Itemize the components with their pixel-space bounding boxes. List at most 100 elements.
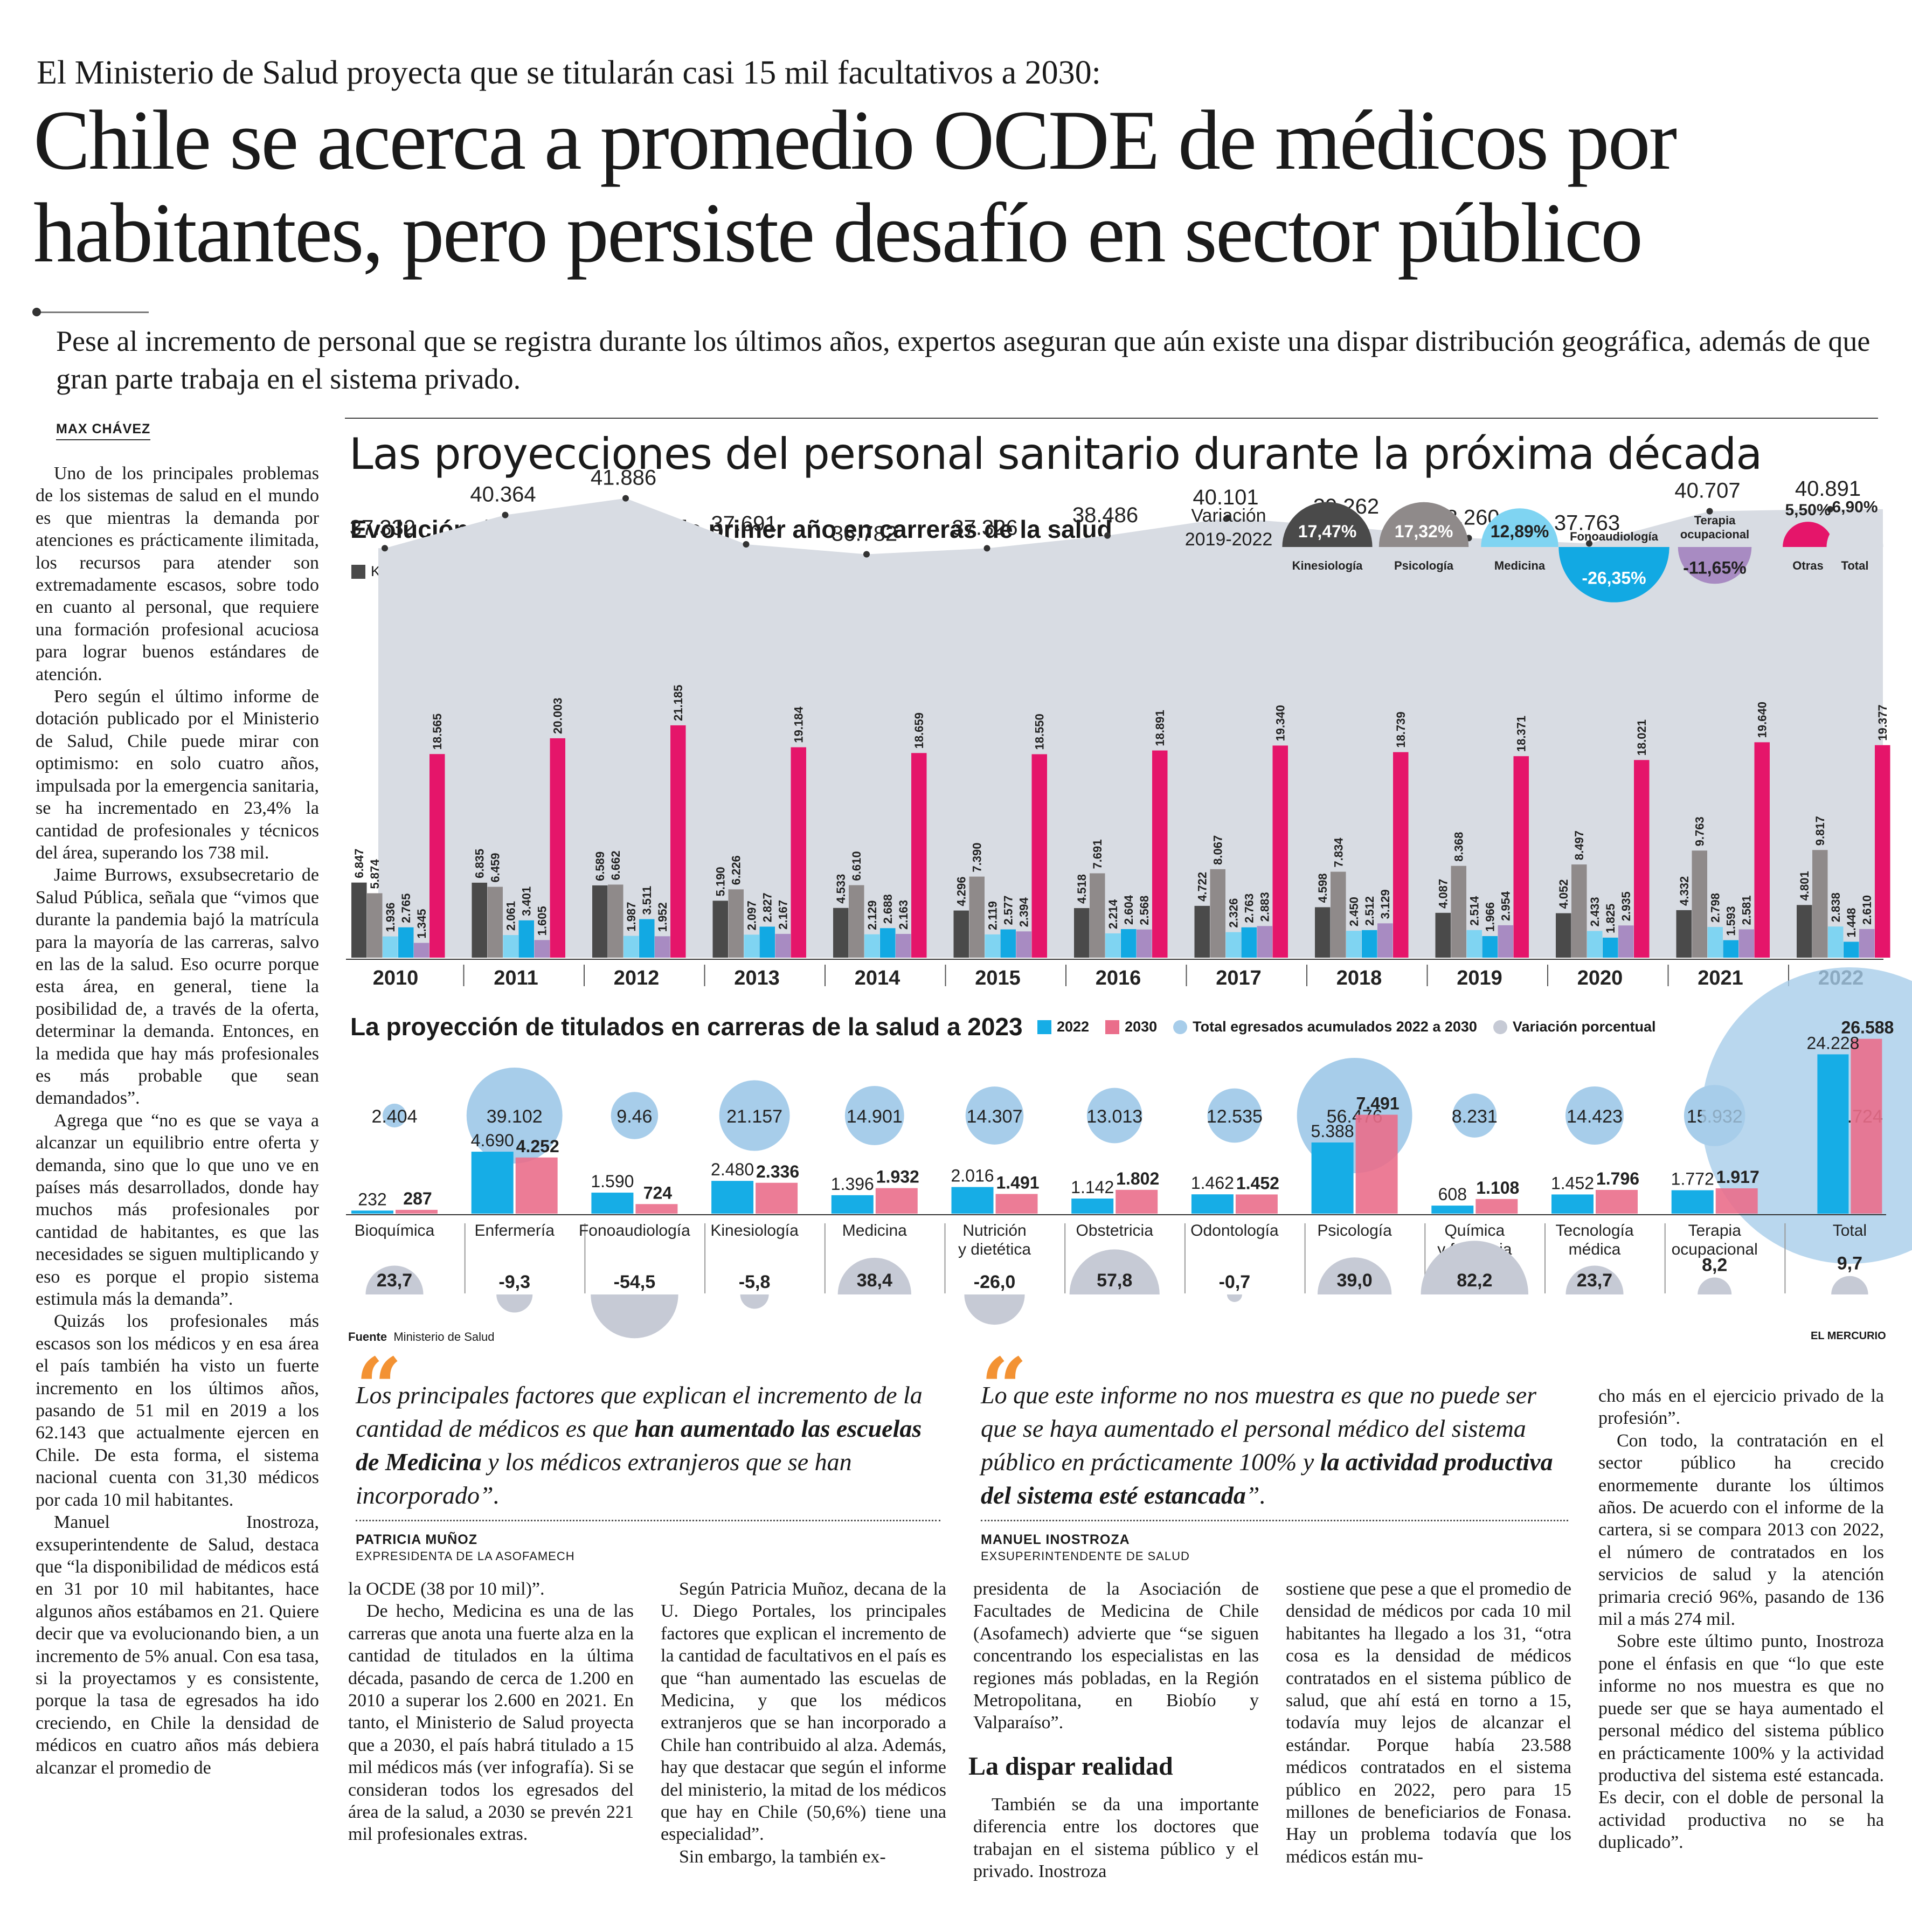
category-label: Enfermería (475, 1222, 555, 1239)
bar (1634, 760, 1650, 958)
bar (639, 919, 655, 958)
bar-label: 1.966 (1484, 902, 1497, 932)
value-2022: 232 (358, 1189, 386, 1209)
year-label: 2017 (1216, 967, 1262, 989)
value-2022: 1.452 (1551, 1173, 1594, 1193)
variation-semicircle (1678, 547, 1752, 584)
bar (759, 926, 775, 958)
bar-label: 18.550 (1033, 714, 1047, 750)
bar-label: 1.936 (384, 903, 397, 932)
bar-2030 (635, 1204, 678, 1214)
bar-label: 1.448 (1845, 908, 1858, 937)
variation-name: Psicología (1394, 559, 1454, 572)
quote-text: Lo que este informe no nos muestra es qu… (981, 1381, 1537, 1476)
bar-2022 (591, 1193, 634, 1214)
total-bubble (1452, 1093, 1497, 1138)
bar (1090, 873, 1105, 958)
category-label: Obstetricia (1076, 1222, 1154, 1239)
body-column-5: sostiene que pese a que el promedio de d… (1286, 1578, 1571, 1868)
total-label: 40.101 (1193, 486, 1258, 509)
bar (487, 887, 503, 958)
paragraph: También se da una importante diferencia … (973, 1795, 1259, 1882)
legend-item: Otras (964, 563, 1019, 580)
variation-name: Fonoaudiología (1570, 530, 1659, 543)
bar (1587, 931, 1603, 958)
year-label: 2021 (1698, 967, 1743, 989)
variation-value: -5,8 (739, 1272, 771, 1292)
total-bubble-label: 39.102 (487, 1106, 543, 1127)
bar (1571, 864, 1587, 958)
bar-label: 4.722 (1196, 872, 1209, 902)
bar (503, 935, 518, 958)
category-label: Kinesiología (710, 1222, 799, 1239)
bar-label: 6.459 (489, 853, 502, 882)
value-2022: 1.772 (1671, 1169, 1714, 1189)
legend-label: Terapia ocupacional (818, 563, 948, 579)
value-2022: 4.690 (471, 1131, 514, 1150)
bar-label: 2.883 (1258, 892, 1272, 922)
bar (1194, 905, 1210, 958)
bar-label: 2.129 (865, 901, 879, 930)
bar-label: 1.593 (1724, 906, 1738, 936)
variation-value: 82,2 (1457, 1270, 1492, 1291)
chart2-legend: 2022 2030 Total egresados acumulados 2022 … (1037, 1019, 1656, 1035)
bar-label: 18.739 (1394, 711, 1408, 747)
bar (1451, 865, 1466, 958)
category-label: Química (1444, 1222, 1505, 1239)
year-label: 2015 (975, 967, 1021, 989)
value-2022: 1.142 (1071, 1178, 1114, 1197)
total-bubble (466, 1068, 563, 1164)
bar (367, 893, 383, 958)
total-bubble (719, 1080, 790, 1151)
paragraph: Agrega que “no es que se vaya a alcanzar… (36, 1110, 319, 1310)
variation-value: 12,89% (1491, 522, 1549, 541)
year-label: 2016 (1096, 967, 1141, 989)
value-2022: 1.462 (1191, 1173, 1234, 1193)
total-bubble (1207, 1088, 1262, 1143)
bar-label: 2.765 (399, 894, 413, 923)
bar-label: 18.565 (431, 714, 444, 750)
body-column-4: presidenta de la Asociación de Facultade… (973, 1578, 1259, 1734)
bar-label: 3.511 (640, 886, 654, 915)
bar (1074, 908, 1090, 958)
total-label: 38.260 (1433, 505, 1499, 529)
bar-label: 9.817 (1813, 816, 1827, 846)
value-2022: 1.396 (831, 1174, 874, 1194)
bar-label: 2.827 (761, 892, 774, 922)
year-label: 2014 (855, 967, 900, 989)
bar (985, 934, 1000, 958)
bar (398, 927, 414, 958)
bar (1875, 745, 1890, 958)
year-label: 2019 (1457, 967, 1502, 989)
paragraph: Jaime Burrows, exsubsecretario de Salud … (36, 865, 319, 1109)
bar-2030 (1851, 1038, 1882, 1214)
brand-credit: EL MERCURIO (1811, 1330, 1886, 1342)
bar (1738, 929, 1754, 958)
variation-semicircle (1282, 502, 1373, 547)
bar (1000, 929, 1016, 958)
bar (1362, 930, 1377, 958)
year-label: 2022 (1818, 967, 1864, 989)
bar (670, 725, 686, 958)
variation-semicircle (1698, 1277, 1732, 1294)
bar (1676, 910, 1692, 958)
legend-item: Variación porcentual (1493, 1019, 1656, 1035)
total-bubble (965, 1086, 1024, 1145)
total-bubble (611, 1092, 659, 1139)
variation-value: -54,5 (614, 1272, 656, 1292)
body-column-6: cho más en el ejercicio privado de la pr… (1598, 1385, 1884, 1854)
bar (429, 754, 445, 958)
bar (911, 753, 927, 958)
legend-swatch (1105, 1020, 1120, 1034)
bar (880, 928, 896, 958)
bar-label: 18.371 (1515, 716, 1528, 752)
total-bubble-label: 14.423 (1567, 1106, 1623, 1127)
quote-emphasis: han aumentado las escuelas de Medicina (356, 1415, 922, 1476)
total-bubble-label: 221.724 (1817, 1106, 1883, 1127)
paragraph: Uno de los principales problemas de los … (36, 463, 319, 684)
variation-semicircle (1069, 1249, 1160, 1294)
value-2022: 2.480 (711, 1160, 754, 1179)
bar-label: 2.798 (1709, 893, 1722, 923)
value-2030: 1.108 (1476, 1178, 1519, 1197)
total-bubble (1297, 1058, 1412, 1173)
